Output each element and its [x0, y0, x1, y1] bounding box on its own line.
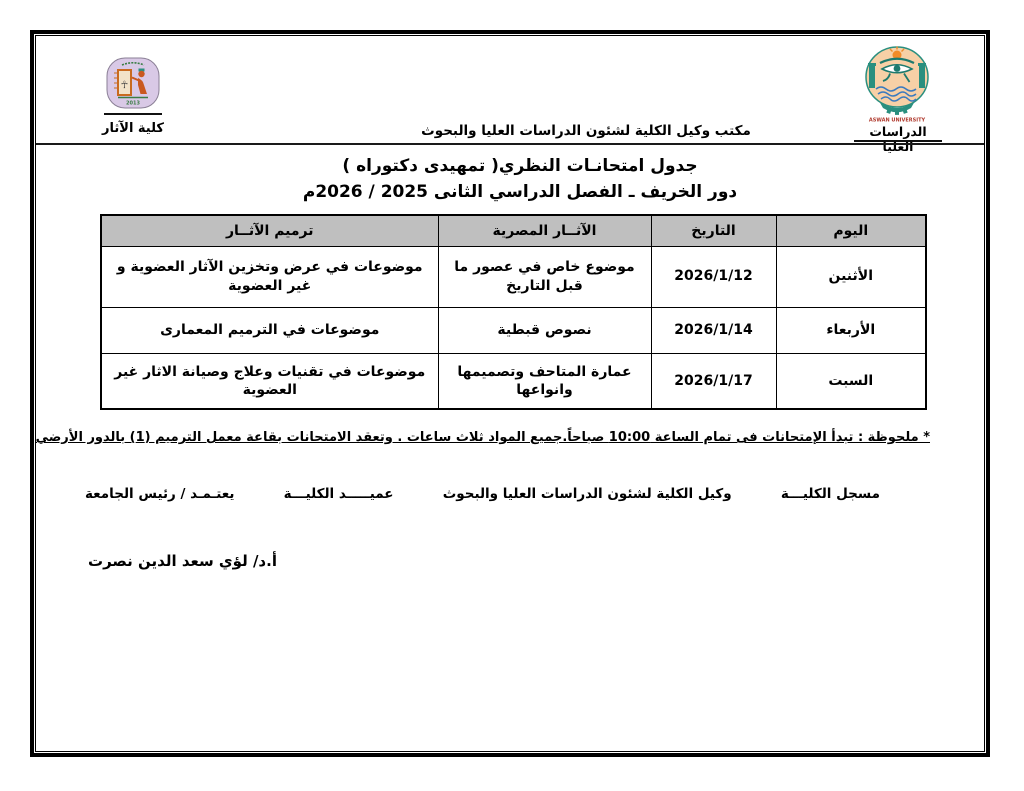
table-header-row: اليوم التاريخ الآثــار المصرية ترميم الآ…: [100, 214, 927, 247]
exam-note: * ملحوظة : تبدأ الإمتحانات فى تمام الساع…: [35, 430, 930, 445]
faculty-logo-underline: [104, 113, 162, 115]
page-border-inner: [35, 35, 985, 752]
day-cell: السبت: [775, 352, 927, 410]
column-header-restoration: ترميم الآثــار: [100, 214, 439, 247]
table-row: السبت 2026/1/17 عمارة المتاحف وتصميمها و…: [100, 352, 927, 410]
schedule-title-line1: جدول امتحانـات النظري( تمهيدى دكتوراه ): [342, 156, 698, 176]
grad-label-underline: [854, 140, 942, 142]
egyptian-subject-cell: نصوص قبطية: [437, 306, 652, 354]
signature-registrar: مسجل الكليـــة: [780, 486, 880, 502]
approver-name: أ.د/ لؤي سعد الدين نصرت: [88, 552, 277, 570]
restoration-subject-cell: موضوعات في الترميم المعمارى: [100, 306, 439, 354]
signature-university-president: يعتـمـد / رئيس الجامعة: [85, 486, 235, 502]
day-cell: الأثنين: [775, 245, 927, 308]
ankh-icon: ☥: [121, 80, 128, 91]
signature-vice-dean: وكيل الكلية لشئون الدراسات العليا والبحو…: [442, 486, 732, 502]
university-name-en: ASWAN UNIVERSITY: [869, 118, 926, 124]
exam-schedule-table: اليوم التاريخ الآثــار المصرية ترميم الآ…: [100, 214, 927, 410]
faculty-logo-year: 2013: [126, 101, 140, 107]
restoration-subject-cell: موضوعات في تقنيات وعلاج وصيانة الاثار غي…: [100, 352, 439, 410]
grad-studies-label: الدراسات العليا: [869, 124, 927, 154]
column-header-egyptian: الآثــار المصرية: [437, 214, 652, 247]
eye-of-horus-icon: [879, 57, 915, 83]
date-cell: 2026/1/14: [650, 306, 777, 354]
column-header-date: التاريخ: [650, 214, 777, 247]
page-border-frame: [30, 30, 990, 757]
table-row: الأثنين 2026/1/12 موضوع خاص في عصور ما ق…: [100, 245, 927, 308]
faculty-of-archaeology-logo-icon: ☥ 2013: [105, 57, 161, 111]
column-header-day: اليوم: [775, 214, 927, 247]
table-row: الأربعاء 2026/1/14 نصوص قبطية موضوعات في…: [100, 306, 927, 354]
faculty-label: كلية الآثار: [102, 121, 164, 136]
egyptian-subject-cell: موضوع خاص في عصور ما قبل التاريخ: [437, 245, 652, 308]
day-cell: الأربعاء: [775, 306, 927, 354]
restoration-subject-cell: موضوعات في عرض وتخزين الآثار العضوية و غ…: [100, 245, 439, 308]
date-cell: 2026/1/12: [650, 245, 777, 308]
signature-dean: عميـــــد الكليـــة: [283, 486, 394, 502]
date-cell: 2026/1/17: [650, 352, 777, 410]
schedule-title-line2: دور الخريف ـ الفصل الدراسي الثانى 2025 /…: [302, 182, 738, 202]
office-title: مكتب وكيل الكلية لشئون الدراسات العليا و…: [421, 123, 751, 139]
aswan-university-logo-icon: ASWAN UNIVERSITY: [864, 45, 930, 123]
egyptian-subject-cell: عمارة المتاحف وتصميمها وانواعها: [437, 352, 652, 410]
signature-row: مسجل الكليـــة وكيل الكلية لشئون الدراسا…: [85, 486, 880, 502]
header-divider-line: [36, 143, 984, 145]
